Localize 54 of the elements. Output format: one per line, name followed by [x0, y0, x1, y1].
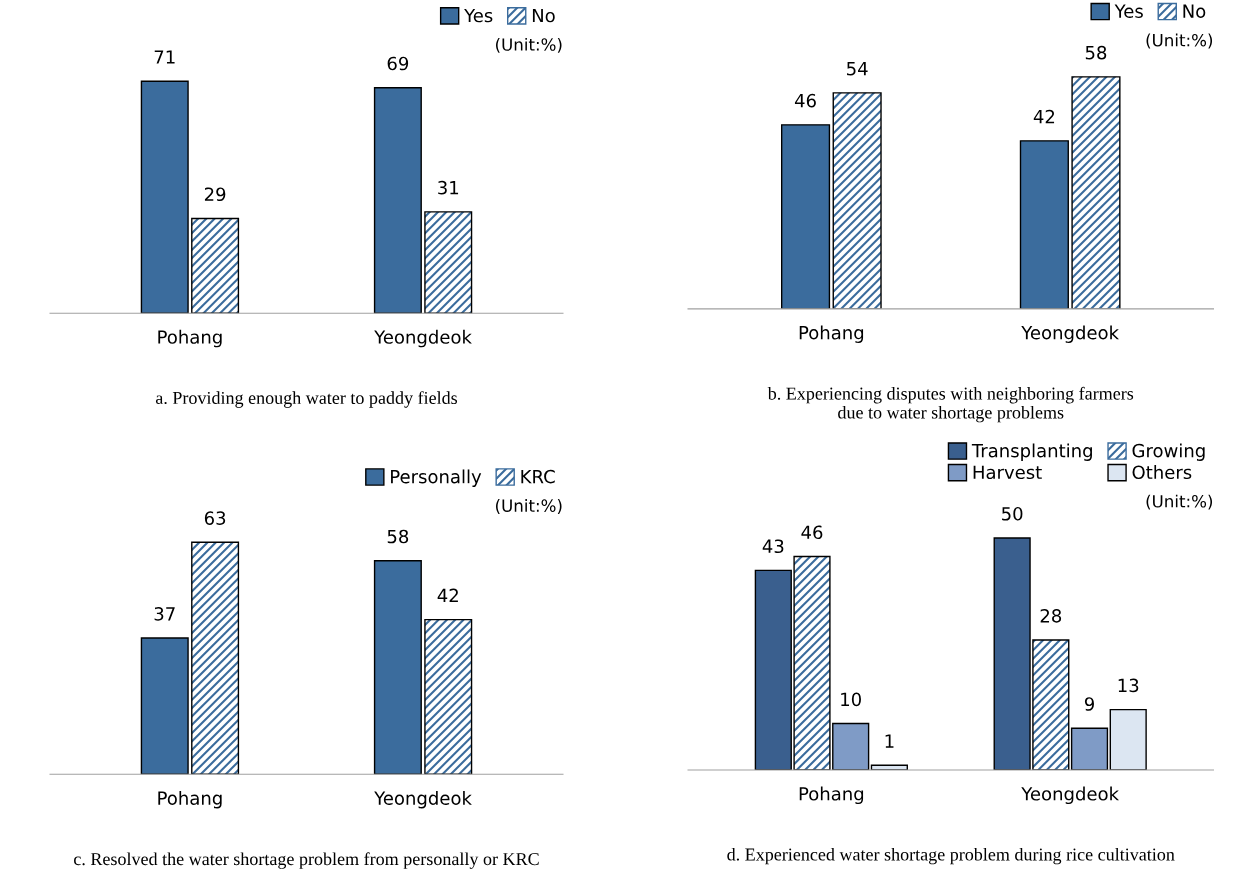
- legend-label: Personally: [391, 469, 482, 487]
- data-label: 29: [204, 187, 226, 202]
- data-label: 46: [794, 93, 816, 108]
- legend-label: Transplanting: [971, 443, 1092, 461]
- data-label: 42: [437, 588, 458, 602]
- text: (Unit:%): [1146, 33, 1213, 49]
- bar: [1019, 140, 1069, 309]
- text: (Unit:%): [496, 499, 562, 514]
- x-tick-label: Pohang: [799, 325, 864, 343]
- legend-label: No: [532, 8, 555, 23]
- x-tick-label: Pohang: [158, 329, 222, 348]
- x-tick-label: Pohang: [158, 790, 222, 809]
- data-label: 63: [204, 511, 226, 525]
- x-tick-label: Yeongdeok: [1021, 325, 1119, 343]
- text: (Unit:%): [1146, 494, 1213, 510]
- data-label: 58: [1085, 45, 1107, 60]
- legend-label: Yes: [1114, 4, 1143, 18]
- legend-label: KRC: [521, 469, 555, 484]
- data-label: 46: [801, 525, 823, 540]
- data-label: 54: [847, 62, 868, 76]
- data-label: 9: [1084, 697, 1094, 711]
- x-tick-label: Pohang: [799, 786, 864, 805]
- text: c. Resolved the water shortage problem from personally or KRC: [74, 852, 539, 869]
- data-label: 31: [438, 180, 459, 195]
- legend-label: Harvest: [973, 465, 1042, 480]
- text: b. Experiencing disputes with neighboring farmers due to water shortage problems: [767, 386, 1134, 423]
- x-tick-label: Yeongdeok: [374, 329, 472, 348]
- data-label: 37: [154, 607, 175, 621]
- data-label: 50: [1002, 506, 1023, 521]
- text: a. Providing enough water to paddy fields: [155, 391, 458, 408]
- data-label: 43: [762, 539, 784, 554]
- x-tick-label: Yeongdeok: [1021, 786, 1119, 805]
- bar: [1070, 727, 1109, 770]
- bar: [140, 80, 189, 314]
- bar: [140, 637, 189, 775]
- text: (Unit:%): [496, 37, 562, 53]
- x-tick-label: Yeongdeok: [374, 790, 472, 809]
- bar: [1109, 708, 1147, 770]
- bar: [780, 124, 831, 309]
- data-label: 69: [387, 56, 409, 71]
- bar: [373, 87, 422, 314]
- legend-label: Others: [1132, 465, 1192, 480]
- legend-label: No: [1183, 4, 1206, 18]
- data-label: 10: [841, 692, 861, 707]
- data-label: 13: [1118, 678, 1139, 693]
- data-label: 71: [154, 50, 175, 64]
- data-label: 28: [1040, 608, 1062, 623]
- data-label: 1: [885, 734, 894, 748]
- legend-label: Yes: [464, 8, 493, 23]
- data-label: 42: [1033, 109, 1055, 124]
- bar: [373, 560, 422, 775]
- legend-label: Growing: [1132, 443, 1205, 461]
- data-label: 58: [387, 529, 409, 544]
- text: d. Experienced water shortage problem during rice cultivation: [727, 847, 1175, 865]
